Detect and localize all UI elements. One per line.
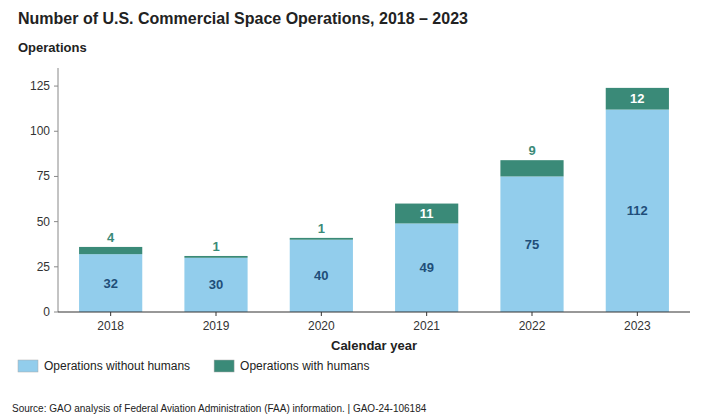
x-tick-label: 2019: [203, 319, 230, 333]
bar-segment: [606, 88, 669, 110]
data-label: 12: [630, 91, 644, 106]
x-tick-label: 2022: [519, 319, 546, 333]
legend-swatch: [18, 360, 38, 372]
x-axis: 2018 2019 2020 2021 2022 2023 Calendar year: [58, 312, 690, 353]
y-tick: [54, 176, 58, 177]
x-tick: [426, 312, 427, 316]
x-axis-label: Calendar year: [331, 338, 417, 353]
x-tick: [532, 312, 533, 316]
y-tick: [54, 312, 58, 313]
bars: [79, 88, 669, 312]
y-axis-label: Operations: [18, 40, 87, 55]
bar-segment: [184, 256, 247, 258]
y-tick-label: 50: [37, 215, 51, 229]
y-tick: [54, 266, 58, 267]
y-tick: [54, 86, 58, 87]
y-tick: [54, 221, 58, 222]
bar-segment: [79, 254, 142, 312]
data-label: 75: [525, 237, 539, 252]
data-label: 40: [314, 268, 328, 283]
data-label: 1: [212, 239, 219, 254]
bar-segment: [184, 258, 247, 312]
bar-segment: [500, 176, 563, 312]
data-label: 11: [420, 206, 434, 221]
y-axis-line: [58, 68, 59, 312]
x-tick: [216, 312, 217, 316]
data-label: 49: [419, 260, 433, 275]
bar-segment: [79, 247, 142, 254]
x-tick-label: 2021: [413, 319, 440, 333]
x-tick-label: 2020: [308, 319, 335, 333]
y-tick-label: 75: [37, 169, 51, 183]
y-tick-label: 0: [43, 305, 50, 319]
chart-svg: Number of U.S. Commercial Space Operatio…: [0, 0, 709, 420]
legend-label: Operations without humans: [44, 359, 190, 373]
bar-segment: [606, 110, 669, 312]
bar-segment: [290, 238, 353, 240]
data-labels: 323040497511241111912: [103, 91, 647, 292]
bar-segment: [290, 240, 353, 312]
data-label: 1: [318, 221, 325, 236]
x-tick: [110, 312, 111, 316]
x-tick-label: 2018: [97, 319, 124, 333]
x-tick-label: 2023: [624, 319, 651, 333]
data-label: 112: [627, 203, 648, 218]
bar-segment: [395, 223, 458, 312]
data-label: 9: [528, 143, 535, 158]
y-tick-label: 25: [37, 260, 51, 274]
x-tick: [321, 312, 322, 316]
data-label: 30: [209, 277, 223, 292]
data-label: 32: [103, 276, 117, 291]
chart-container: Number of U.S. Commercial Space Operatio…: [0, 0, 709, 420]
y-axis: 0 25 50 75 100 125: [30, 68, 58, 319]
data-label: 4: [107, 230, 115, 245]
y-tick: [54, 131, 58, 132]
legend-label: Operations with humans: [240, 359, 369, 373]
bar-segment: [395, 204, 458, 224]
legend-swatch: [214, 360, 234, 372]
title: Number of U.S. Commercial Space Operatio…: [18, 10, 468, 27]
page: {"chart_data": { "type": "bar", "stacked…: [0, 0, 709, 420]
bar-segment: [500, 160, 563, 176]
y-tick-label: 125: [30, 79, 50, 93]
y-tick-label: 100: [30, 124, 50, 138]
x-tick: [637, 312, 638, 316]
source-note: Source: GAO analysis of Federal Aviation…: [12, 403, 427, 414]
legend: Operations without humans Operations with…: [18, 359, 370, 373]
x-axis-line: [58, 311, 690, 312]
